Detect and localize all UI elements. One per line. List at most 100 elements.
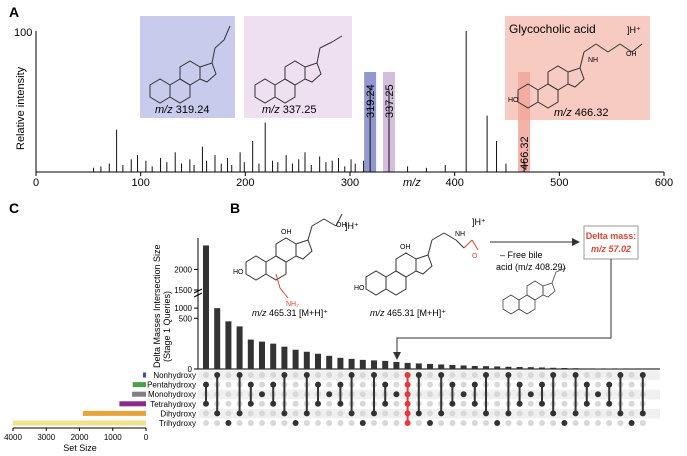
intersection-bar	[471, 365, 478, 369]
matrix-dot	[203, 372, 209, 378]
intersection-bar	[460, 365, 467, 369]
intersection-bar	[371, 360, 377, 369]
matrix-dot	[337, 420, 344, 426]
matrix-dot	[561, 400, 568, 407]
matrix-dot	[427, 410, 433, 417]
matrix-dot	[527, 391, 534, 398]
set-x-tick-label: 2000	[71, 433, 89, 442]
matrix-dot	[539, 420, 545, 426]
matrix-dot	[438, 420, 445, 426]
structure-free-bile-acid	[502, 267, 567, 315]
matrix-dot	[359, 372, 366, 378]
intersection-bar	[516, 366, 523, 369]
chem-label-b-ho: HO	[233, 269, 244, 276]
matrix-dot	[494, 420, 501, 426]
matrix-dot	[460, 372, 467, 378]
matrix-dot	[595, 391, 601, 398]
upset-y-tick-label: 1000	[174, 304, 192, 313]
chem-label-b-oh2: OH	[336, 222, 347, 229]
set-label: Nonhydroxy	[153, 371, 196, 380]
matrix-dot	[516, 372, 523, 378]
structure-b-left	[245, 213, 343, 299]
loss-arrow-head	[572, 238, 580, 246]
annotation-466-charge: ]H⁺	[627, 25, 641, 35]
matrix-dot	[527, 372, 534, 378]
matrix-dot	[561, 381, 568, 388]
matrix-dot	[427, 391, 433, 398]
panel-a-label: A	[9, 4, 19, 20]
matrix-dot	[595, 372, 601, 378]
intersection-bar	[527, 367, 534, 369]
matrix-dot	[225, 381, 232, 388]
matrix-dot	[471, 410, 478, 417]
intersection-bar	[505, 366, 512, 369]
matrix-dot	[359, 420, 366, 426]
matrix-dot	[460, 391, 467, 398]
structure-337	[254, 35, 343, 104]
chem-label-b2-o: O	[472, 253, 478, 260]
matrix-dot	[595, 410, 601, 417]
matrix-dot	[247, 410, 254, 417]
intersection-bar	[292, 349, 299, 369]
chem-label-b2-ho: HO	[354, 285, 365, 292]
matrix-dot	[527, 381, 534, 388]
matrix-dot	[449, 372, 456, 378]
set-label: Monohydroxy	[148, 390, 196, 399]
intersection-bar	[348, 358, 355, 369]
matrix-dot	[393, 400, 400, 407]
loss-text-2: acid (m/z 408.29)	[496, 262, 566, 272]
intersection-bar	[303, 351, 310, 369]
set-label: Dihydroxy	[160, 409, 196, 418]
set-x-tick-label: 1000	[104, 433, 122, 442]
delta-connector	[396, 259, 612, 352]
matrix-dot	[259, 372, 265, 378]
annotation-337-label: m/z 337.25	[262, 104, 316, 116]
matrix-dot	[628, 381, 635, 388]
matrix-dot	[494, 391, 501, 398]
matrix-dot	[595, 420, 601, 426]
intersection-bar	[382, 360, 389, 369]
upset-plot: Delta Masses Intersection Size (Stage 1 …	[4, 238, 660, 453]
intersection-bar	[315, 353, 321, 369]
matrix-dot	[617, 420, 624, 426]
upset-y-tick-label: 2000	[174, 265, 192, 274]
chem-label-nh: NH	[588, 57, 598, 64]
set-label: Pentahydroxy	[147, 381, 196, 390]
matrix-dot	[359, 381, 366, 388]
intersection-bar	[595, 368, 601, 369]
matrix-dot	[326, 391, 333, 398]
structure-glycocholic	[517, 43, 643, 109]
matrix-dot	[583, 372, 590, 378]
set-size-bar	[143, 372, 146, 378]
charge-b-left: ]H⁺	[345, 221, 359, 231]
set-size-bar	[132, 382, 146, 388]
intersection-bar	[415, 363, 422, 369]
x-tick-label: 600	[655, 177, 673, 189]
matrix-dot	[270, 420, 277, 426]
matrix-dot	[572, 420, 579, 426]
matrix-dot	[583, 410, 590, 417]
matrix-dot	[259, 381, 265, 388]
chem-label-oh: OH	[626, 51, 637, 58]
upset-y-label-2: (Stage 1 Queries)	[162, 291, 172, 362]
set-label: Trihydroxy	[159, 419, 196, 428]
caption-b-right: m/z 465.31 [M+H]⁺	[370, 308, 446, 318]
mass-spectrum: 0 100 200 300 400 500 600 100 Relative intensi…	[14, 16, 673, 189]
matrix-dot	[382, 372, 389, 378]
matrix-dot	[270, 372, 277, 378]
matrix-dot	[225, 372, 232, 378]
matrix-dot	[259, 410, 265, 417]
matrix-dot	[292, 372, 299, 378]
matrix-dot	[359, 410, 366, 417]
axis-break-mark	[193, 288, 203, 298]
intersection-bar	[236, 326, 243, 369]
upset-y-tick-label: 1500	[174, 286, 192, 295]
matrix-dot	[393, 381, 400, 388]
matrix-dot	[427, 400, 433, 407]
matrix-dot	[382, 420, 389, 426]
matrix-dot	[505, 420, 512, 426]
matrix-dot	[583, 420, 590, 426]
matrix-dot	[539, 410, 545, 417]
intersection-bar	[438, 364, 445, 369]
annotation-466-label: m/z 466.32	[554, 107, 608, 119]
